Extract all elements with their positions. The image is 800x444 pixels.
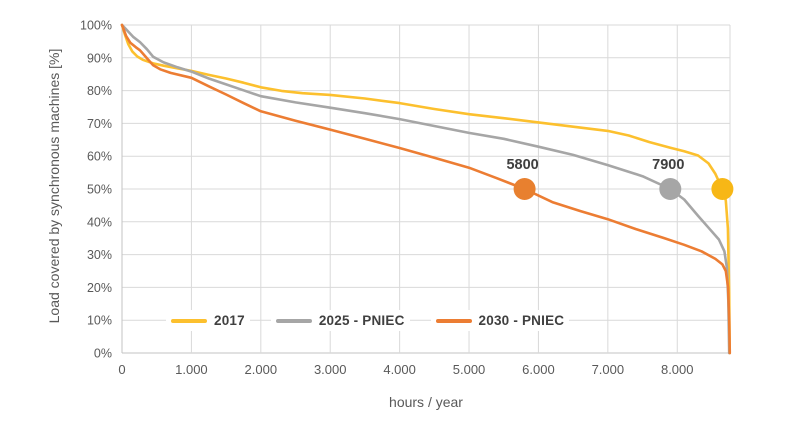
y-tick-label: 70%	[87, 117, 112, 131]
marker-dot-2025-pniec	[659, 178, 682, 200]
x-tick-label: 4.000	[383, 362, 416, 377]
marker-label-2025-pniec: 7900	[652, 157, 684, 173]
y-tick-label: 30%	[87, 248, 112, 262]
x-tick-label: 5.000	[453, 362, 486, 377]
series-line-2030-pniec	[120, 23, 732, 355]
x-tick-label: 6.000	[522, 362, 555, 377]
y-tick-label: 10%	[87, 314, 112, 328]
legend-swatch-2030-pniec	[435, 318, 472, 323]
legend: 2017 2025 - PNIEC 2030 - PNIEC	[166, 310, 570, 331]
legend-item-2025-pniec: 2025 - PNIEC	[270, 310, 410, 331]
x-tick-label: 1.000	[175, 362, 208, 377]
y-tick-label: 0%	[94, 347, 112, 361]
legend-label: 2017	[214, 313, 245, 328]
marker-dot-2017	[711, 178, 734, 200]
series-line-2025-pniec	[120, 23, 731, 355]
legend-swatch-2025-pniec	[275, 318, 312, 323]
x-tick-label: 2.000	[245, 362, 278, 377]
y-tick-label: 40%	[87, 215, 112, 229]
y-tick-label: 60%	[87, 150, 112, 164]
marker-label-2030-pniec: 5800	[506, 157, 538, 173]
legend-swatch-2017	[171, 318, 207, 323]
x-axis-title: hours / year	[389, 394, 463, 410]
y-tick-label: 80%	[87, 84, 112, 98]
legend-item-2030-pniec: 2030 - PNIEC	[430, 310, 570, 331]
y-tick-label: 50%	[87, 183, 112, 197]
x-tick-label: 8.000	[661, 362, 694, 377]
legend-label: 2025 - PNIEC	[318, 313, 405, 328]
x-tick-label: 0	[118, 362, 125, 377]
legend-item-2017: 2017	[166, 310, 250, 331]
marker-dot-2030-pniec	[513, 178, 536, 200]
x-tick-label: 7.000	[592, 362, 625, 377]
legend-label: 2030 - PNIEC	[478, 313, 565, 328]
x-tick-label: 3.000	[314, 362, 347, 377]
y-tick-label: 100%	[80, 19, 112, 33]
y-tick-label: 90%	[87, 51, 112, 65]
y-tick-label: 20%	[87, 281, 112, 295]
